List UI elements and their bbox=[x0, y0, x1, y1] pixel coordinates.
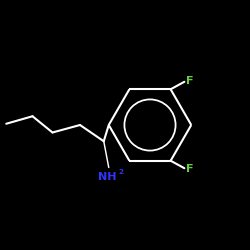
Text: NH: NH bbox=[98, 172, 117, 182]
Text: 2: 2 bbox=[119, 169, 124, 175]
Text: F: F bbox=[186, 76, 194, 86]
Text: F: F bbox=[186, 164, 194, 174]
